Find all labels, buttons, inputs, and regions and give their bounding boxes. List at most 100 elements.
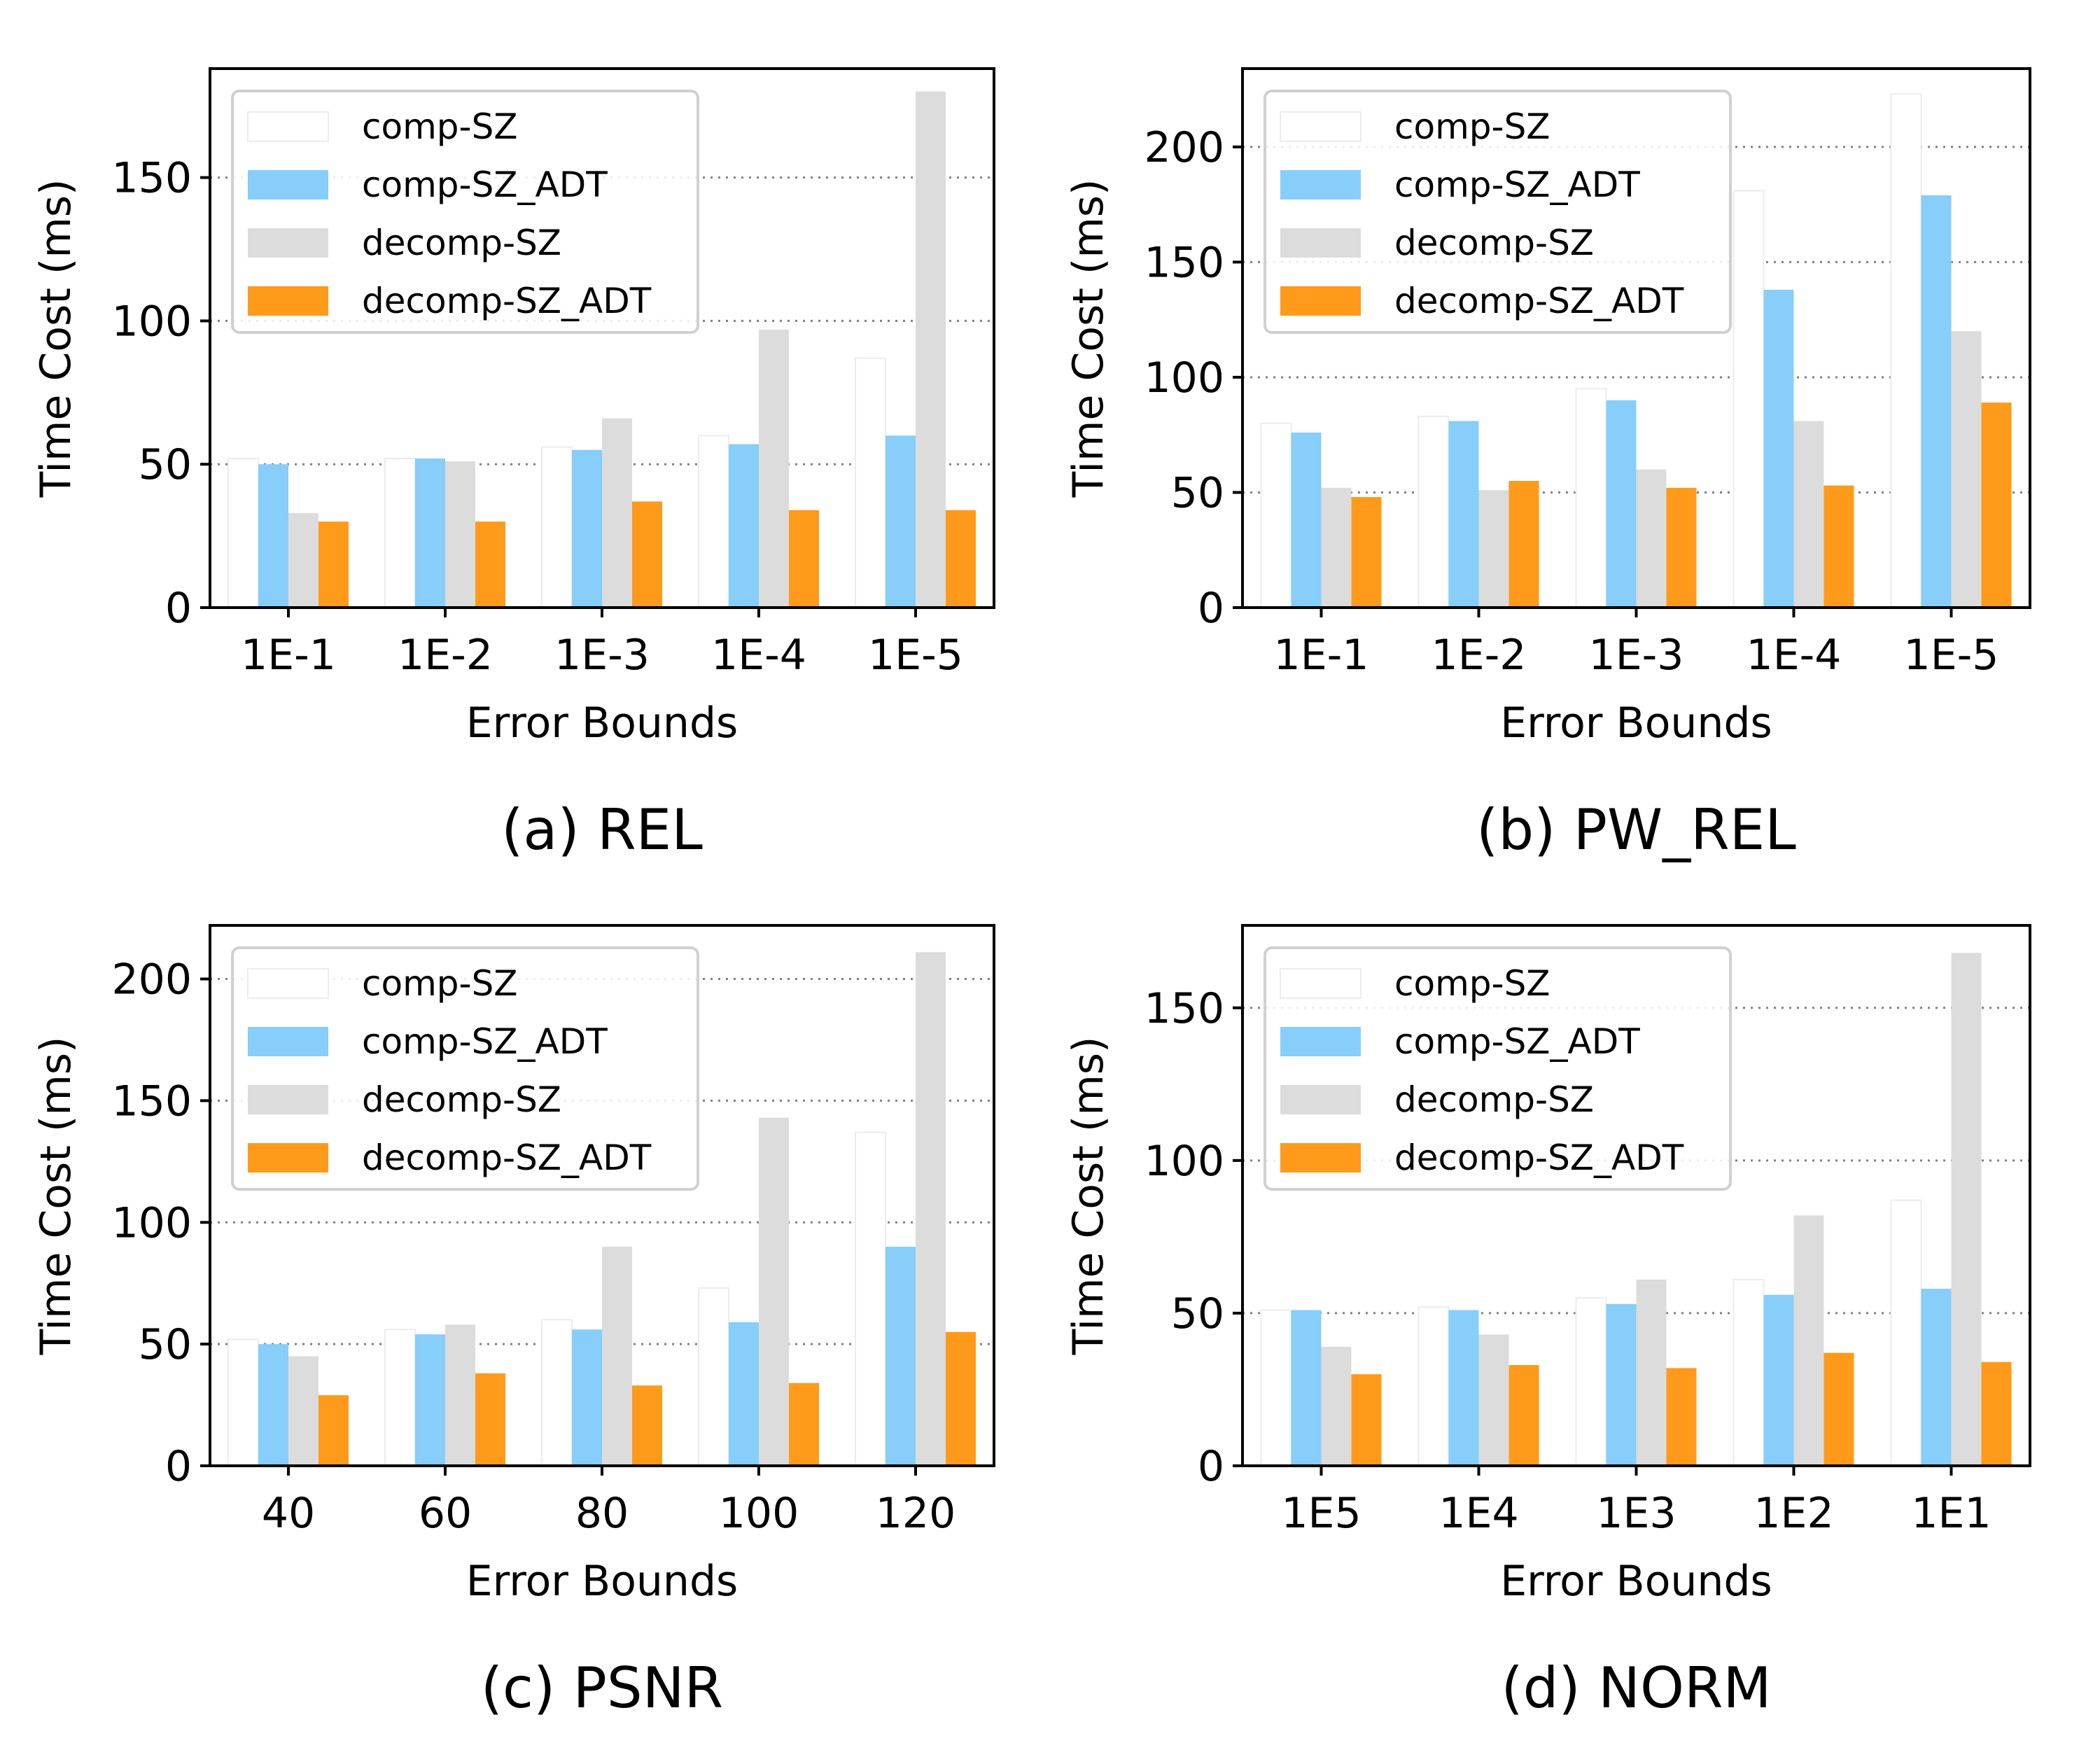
legend: comp-SZ comp-SZ_ADT decomp-SZ decomp-SZ_ADT — [1264, 90, 1732, 334]
bar-comp-sz-adt-4 — [1763, 289, 1794, 608]
y-tick-label: 150 — [1144, 984, 1224, 1033]
legend-label-decomp-sz-adt: decomp-SZ_ADT — [362, 281, 652, 321]
bar-comp-sz-adt-1 — [1291, 1310, 1322, 1466]
bar-decomp-sz-adt-5 — [946, 510, 976, 608]
legend-swatch-decomp-sz — [248, 1085, 328, 1114]
bar-decomp-sz-5 — [916, 952, 946, 1466]
legend-swatch-comp-sz — [247, 111, 329, 142]
bar-decomp-sz-2 — [445, 461, 475, 608]
bar-comp-sz-3 — [1575, 388, 1607, 609]
bar-comp-sz-2 — [384, 458, 416, 609]
bar-decomp-sz-adt-5 — [946, 1331, 976, 1466]
y-tick-label: 100 — [111, 1198, 192, 1247]
legend-label-comp-sz-adt: comp-SZ_ADT — [1394, 1021, 1640, 1062]
bar-comp-sz-adt-3 — [1606, 400, 1637, 608]
legend-swatch-decomp-sz — [1280, 228, 1361, 258]
bar-comp-sz-adt-4 — [729, 444, 759, 608]
bar-comp-sz-adt-5 — [886, 435, 916, 608]
bar-comp-sz-adt-2 — [1448, 1310, 1479, 1466]
legend-swatch-comp-sz-adt — [248, 170, 328, 200]
bar-comp-sz-adt-3 — [572, 1329, 602, 1466]
legend: comp-SZ comp-SZ_ADT decomp-SZ decomp-SZ_ADT — [231, 90, 699, 334]
bar-decomp-sz-adt-3 — [632, 501, 662, 608]
x-tick-label: 120 — [876, 1489, 956, 1538]
bar-comp-sz-5 — [855, 357, 886, 608]
y-tick-label: 150 — [1144, 238, 1224, 287]
bar-decomp-sz-adt-1 — [1351, 1374, 1382, 1466]
x-tick-label: 1E-2 — [1432, 631, 1527, 680]
chart-panel-4: 0 50 100 150 1E5 1E4 1E3 1E2 1E1 Error Bounds Time… — [1064, 924, 2031, 1721]
legend-swatch-comp-sz-adt — [1280, 170, 1361, 200]
bar-comp-sz-adt-1 — [258, 464, 288, 608]
x-tick-label: 1E5 — [1281, 1489, 1361, 1538]
bar-comp-sz-1 — [1260, 1309, 1292, 1466]
bar-comp-sz-adt-3 — [1606, 1303, 1637, 1466]
bar-comp-sz-3 — [541, 446, 573, 609]
bar-comp-sz-4 — [698, 435, 729, 608]
y-tick-label: 0 — [1198, 584, 1224, 633]
x-tick-label: 1E1 — [1911, 1489, 1991, 1538]
y-tick-label: 200 — [111, 955, 192, 1004]
bar-decomp-sz-adt-3 — [1666, 487, 1697, 608]
bar-decomp-sz-3 — [602, 1247, 632, 1466]
bar-comp-sz-4 — [1732, 190, 1765, 608]
legend-box — [231, 90, 699, 334]
legend-label-decomp-sz: decomp-SZ — [362, 223, 561, 263]
bar-comp-sz-adt-1 — [258, 1344, 288, 1466]
y-tick-label: 150 — [111, 1077, 192, 1126]
legend-box — [1264, 90, 1732, 334]
x-tick-label: 80 — [575, 1489, 629, 1538]
bar-decomp-sz-3 — [1636, 469, 1667, 608]
bar-decomp-sz-4 — [1793, 421, 1824, 608]
bar-comp-sz-5 — [1890, 93, 1922, 608]
bar-decomp-sz-1 — [1321, 487, 1352, 608]
y-tick-label: 50 — [1171, 468, 1224, 517]
bar-comp-sz-5 — [1890, 1199, 1922, 1466]
legend-swatch-decomp-sz-adt — [248, 286, 328, 316]
bar-comp-sz-adt-4 — [729, 1322, 759, 1466]
bar-comp-sz-2 — [1418, 1306, 1450, 1467]
legend-swatch-decomp-sz — [248, 228, 328, 258]
x-axis-title: Error Bounds — [1500, 1557, 1772, 1606]
legend-label-decomp-sz: decomp-SZ — [1394, 223, 1594, 263]
bar-decomp-sz-5 — [916, 91, 946, 608]
legend-label-decomp-sz: decomp-SZ — [1394, 1079, 1594, 1120]
legend-swatch-decomp-sz-adt — [1280, 286, 1361, 316]
x-tick-label: 1E-5 — [868, 631, 963, 680]
bar-decomp-sz-adt-5 — [1981, 1362, 2012, 1466]
bar-comp-sz-2 — [384, 1329, 416, 1466]
bar-comp-sz-3 — [1575, 1297, 1607, 1467]
bar-decomp-sz-adt-2 — [475, 1373, 505, 1466]
legend-swatch-comp-sz-adt — [1280, 1027, 1361, 1056]
y-tick-label: 50 — [139, 1320, 192, 1369]
legend-label-comp-sz: comp-SZ — [362, 106, 518, 147]
bar-comp-sz-4 — [1732, 1278, 1765, 1466]
bar-comp-sz-1 — [227, 1338, 259, 1466]
bar-decomp-sz-adt-3 — [632, 1385, 662, 1466]
bar-decomp-sz-4 — [759, 1117, 789, 1466]
y-tick-label: 100 — [1144, 354, 1224, 402]
bar-decomp-sz-adt-1 — [318, 522, 349, 608]
bar-decomp-sz-adt-2 — [475, 522, 505, 608]
y-tick-label: 50 — [139, 440, 192, 489]
y-tick-label: 100 — [111, 297, 192, 346]
y-tick-label: 50 — [1171, 1289, 1224, 1338]
legend-swatch-decomp-sz — [1280, 1085, 1361, 1114]
bar-comp-sz-adt-2 — [415, 1334, 445, 1466]
bar-decomp-sz-adt-4 — [1823, 485, 1854, 608]
bar-decomp-sz-adt-4 — [1823, 1352, 1854, 1466]
y-tick-label: 150 — [111, 154, 192, 203]
legend-label-comp-sz: comp-SZ — [362, 963, 518, 1004]
legend-swatch-comp-sz — [247, 968, 329, 999]
x-tick-label: 1E-3 — [554, 631, 650, 680]
y-tick-label: 0 — [1198, 1442, 1224, 1491]
bar-comp-sz-adt-1 — [1291, 432, 1322, 608]
bar-comp-sz-adt-2 — [415, 458, 445, 608]
x-tick-label: 1E2 — [1754, 1489, 1833, 1538]
bar-decomp-sz-5 — [1951, 331, 1982, 608]
x-tick-label: 60 — [419, 1489, 472, 1538]
legend: comp-SZ comp-SZ_ADT decomp-SZ decomp-SZ_ADT — [231, 946, 699, 1191]
legend-label-decomp-sz-adt: decomp-SZ_ADT — [362, 1138, 652, 1178]
bar-decomp-sz-adt-1 — [1351, 497, 1382, 608]
